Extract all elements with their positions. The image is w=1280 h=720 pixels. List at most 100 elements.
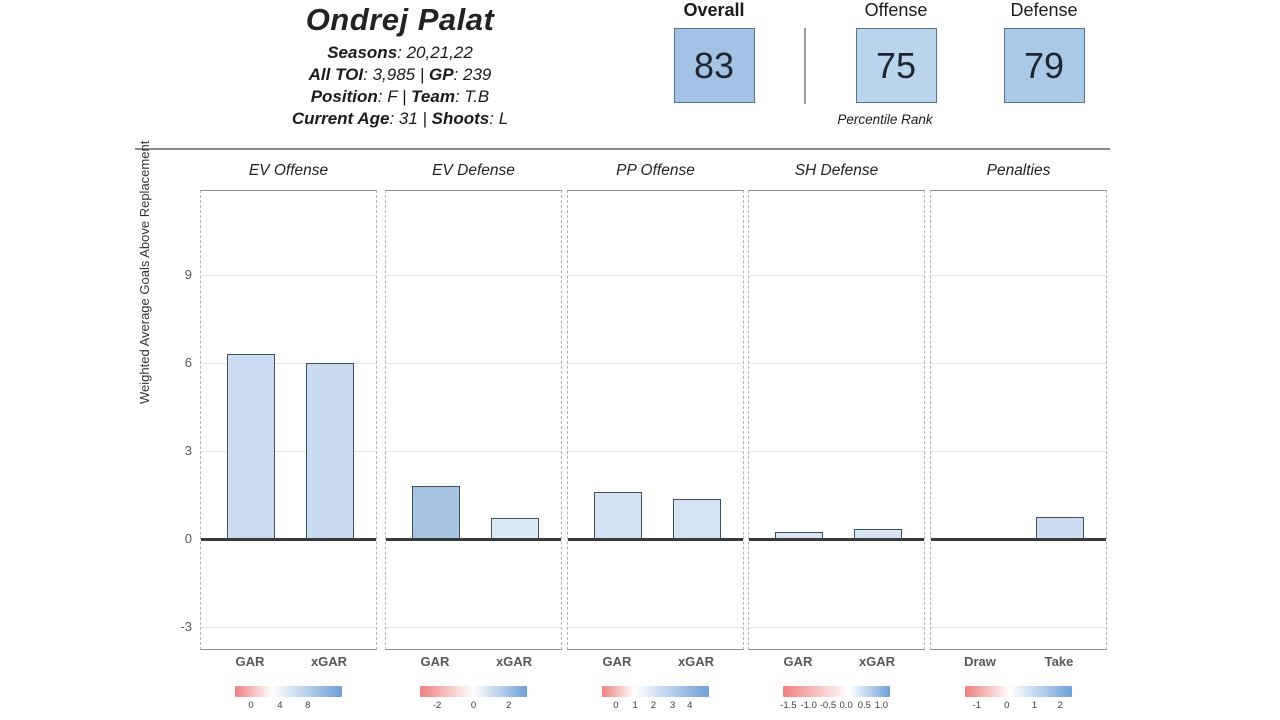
category-label: xGAR [495, 654, 533, 669]
color-scale-legend: -1 0 1 2 [930, 686, 1107, 716]
category-labels: Draw Take [930, 654, 1107, 670]
category-label: Draw [964, 654, 996, 669]
y-tick-label: 0 [184, 531, 192, 546]
category-label: GAR [235, 654, 265, 669]
player-info-line: Seasons: 20,21,22 [327, 43, 473, 62]
bar-xgar [854, 529, 902, 539]
gridline [749, 451, 924, 452]
panel-ev-offense [200, 190, 377, 650]
color-scale-tick: 4 [687, 700, 693, 711]
gridline [201, 275, 376, 277]
player-info-line: Position: F | Team: T.B [310, 87, 490, 106]
color-scale-tick: 0 [1004, 700, 1010, 711]
color-scale-tick: -1.5 [780, 700, 797, 711]
color-scale-gradient [783, 686, 890, 697]
color-scale-legend: -1.5 -1.0 -0.5 0.0 0.5 1.0 [748, 686, 925, 716]
gridline [568, 275, 743, 277]
y-tick-label: 6 [184, 355, 192, 371]
gridline [386, 275, 561, 277]
player-name: Ondrej Palat [305, 2, 495, 37]
percentile-divider [804, 28, 806, 104]
color-scale-gradient [965, 686, 1072, 697]
bar-gar [775, 532, 823, 539]
category-label: xGAR [677, 654, 715, 669]
color-scale-legend: -2 0 2 [385, 686, 562, 716]
gridline [931, 451, 1106, 452]
color-scale-tick: 0 [470, 700, 477, 711]
gridline [749, 626, 924, 628]
color-scale-tick: 1 [1031, 700, 1038, 711]
color-scale-tick: 0 [248, 700, 254, 711]
bar-xgar [491, 518, 539, 539]
panel-title: SH Defense [794, 162, 879, 179]
gridline [749, 275, 924, 277]
gridline [201, 626, 376, 628]
panel-sh-defense [748, 190, 925, 650]
panel-ev-defense [385, 190, 562, 650]
color-scale-tick: -0.5 [819, 700, 837, 711]
gridline [386, 363, 561, 365]
player-header: Ondrej Palat Seasons: 20,21,22 All TOI: 3… [225, 2, 575, 130]
percentile-caption: Percentile Rank [837, 112, 933, 127]
color-scale-tick: 0 [613, 700, 619, 711]
bar-xgar [306, 363, 354, 539]
player-info-line: All TOI: 3,985 | GP: 239 [308, 65, 492, 84]
color-scale-legend: 0 4 8 [200, 686, 377, 716]
percentile-value-box: 83 [673, 28, 755, 103]
color-scale-tick: 0.5 [857, 700, 871, 711]
color-scale-tick: 8 [305, 700, 311, 711]
gridline [568, 451, 743, 452]
bar-gar [227, 354, 275, 539]
color-scale-tick: 2 [506, 700, 512, 711]
color-scale-tick: 4 [277, 700, 283, 711]
category-label: Take [1044, 654, 1074, 669]
panel-title: Penalties [986, 162, 1051, 179]
bar-xgar [673, 499, 721, 539]
percentile-overall: Overall 83 [639, 0, 789, 103]
color-scale-tick: -1.0 [800, 700, 817, 711]
percentile-label: Overall [683, 0, 745, 20]
y-tick-label: 9 [184, 267, 192, 283]
color-scale-tick: 1 [632, 700, 638, 711]
color-scale-tick: 2 [650, 700, 657, 711]
zero-line [386, 538, 561, 541]
gridline [386, 451, 561, 452]
panel-title: PP Offense [616, 162, 695, 179]
category-label: GAR [602, 654, 632, 669]
percentile-label: Defense [1010, 0, 1078, 20]
category-label: GAR [420, 654, 450, 669]
percentile-offense: Offense 75 [821, 0, 971, 103]
y-tick-label: 3 [184, 443, 192, 458]
panel-title: EV Defense [432, 162, 515, 179]
color-scale-tick: -2 [432, 700, 442, 711]
panel-penalties [930, 190, 1107, 650]
category-labels: GAR xGAR [200, 654, 377, 670]
color-scale-tick: 1.0 [874, 700, 889, 711]
category-label: GAR [783, 654, 813, 669]
color-scale-tick: 3 [669, 700, 676, 711]
color-scale-tick: 2 [1057, 700, 1063, 711]
gridline [568, 363, 743, 365]
color-scale-tick: 0.0 [839, 700, 853, 711]
gridline [931, 626, 1106, 628]
bar-gar [412, 486, 460, 539]
category-labels: GAR xGAR [748, 654, 925, 670]
panel-title: EV Offense [248, 162, 329, 179]
gridline [931, 275, 1106, 277]
percentile-defense: Defense 79 [969, 0, 1119, 103]
color-scale-gradient [602, 686, 709, 697]
zero-line [201, 538, 376, 541]
panel-pp-offense [567, 190, 744, 650]
color-scale-gradient [420, 686, 527, 697]
bar-take [1036, 517, 1084, 539]
zero-line [749, 538, 924, 541]
gridline [568, 626, 743, 628]
percentile-value-box: 79 [1003, 28, 1085, 103]
color-scale-tick: -1 [972, 700, 981, 711]
player-info-line: Current Age: 31 | Shoots: L [291, 109, 509, 128]
gridline [201, 363, 376, 365]
gridline [749, 363, 924, 365]
gridline [931, 363, 1106, 365]
header-divider-line [135, 148, 1110, 150]
